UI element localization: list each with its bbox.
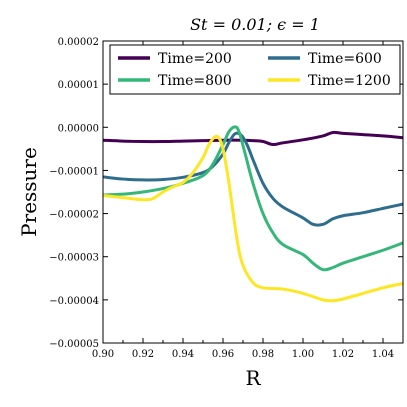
y-tick-label: 0.00000 [58, 123, 99, 134]
x-tick-label: 1.04 [372, 349, 394, 360]
chart-title: St = 0.01; ϵ = 1 [190, 15, 320, 34]
x-tick-label: 0.98 [252, 349, 274, 360]
y-tick-label: −0.00003 [49, 253, 99, 264]
x-axis-title: R [245, 366, 261, 390]
plot-area [103, 125, 403, 303]
x-tick-label: 0.94 [172, 349, 194, 360]
legend: Time=200 Time=600 Time=800 Time=1200 [109, 44, 401, 95]
series-line-time-600 [103, 131, 403, 227]
legend-label: Time=600 [308, 51, 382, 67]
y-tick-label: −0.00005 [49, 339, 99, 350]
y-tick-label: 0.00002 [58, 37, 99, 48]
y-tick-label: −0.00001 [49, 166, 99, 177]
series-line-time-1200 [103, 134, 403, 303]
x-tick-label: 1.02 [332, 349, 354, 360]
x-tick-label: 0.96 [212, 349, 234, 360]
legend-label: Time=200 [158, 51, 232, 67]
y-tick-label: −0.00002 [49, 210, 99, 221]
x-tick-label: 0.92 [132, 349, 154, 360]
plot-frame [102, 40, 404, 344]
y-tick-label: −0.00004 [49, 296, 99, 307]
legend-box [109, 44, 401, 95]
y-axis-title: Pressure [17, 147, 41, 237]
series-line-time-200 [103, 130, 403, 147]
legend-label: Time=1200 [308, 73, 391, 89]
axis-ticks: 0.90 0.92 0.94 0.96 0.98 1.00 1.02 1.04 −0.00005… [49, 37, 404, 360]
x-tick-label: 1.00 [292, 349, 314, 360]
x-tick-label: 0.90 [92, 349, 114, 360]
legend-label: Time=800 [158, 73, 232, 89]
y-tick-label: 0.00001 [58, 80, 99, 91]
